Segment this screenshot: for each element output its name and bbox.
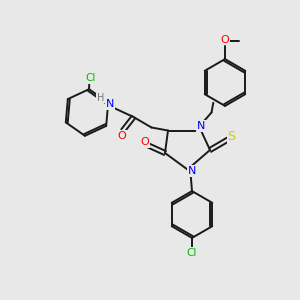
Text: N: N xyxy=(188,166,196,176)
Text: S: S xyxy=(228,130,236,143)
Text: Cl: Cl xyxy=(85,73,96,83)
Text: N: N xyxy=(106,99,115,110)
Text: H: H xyxy=(97,92,104,103)
Text: Cl: Cl xyxy=(187,248,197,258)
Text: O: O xyxy=(117,131,126,141)
Text: O: O xyxy=(140,137,149,147)
Text: O: O xyxy=(220,34,229,45)
Text: N: N xyxy=(197,121,205,131)
